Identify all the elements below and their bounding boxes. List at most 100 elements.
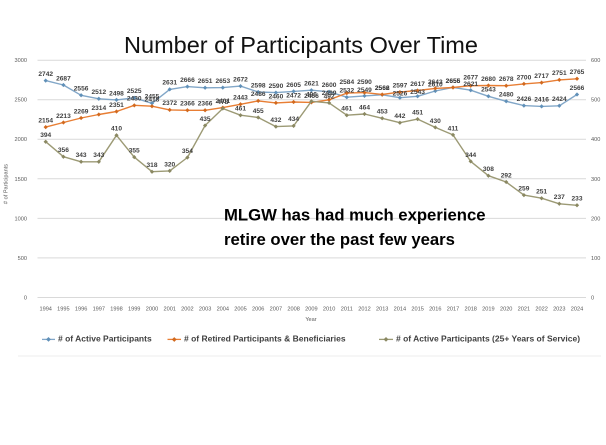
svg-text:2717: 2717 bbox=[534, 73, 549, 80]
svg-text:2631: 2631 bbox=[162, 80, 177, 87]
svg-text:453: 453 bbox=[377, 109, 388, 116]
svg-text:2678: 2678 bbox=[499, 76, 514, 83]
svg-text:2621: 2621 bbox=[304, 81, 319, 88]
svg-text:# of Active Participants (25+: # of Active Participants (25+ Years of S… bbox=[396, 334, 580, 344]
svg-text:2416: 2416 bbox=[534, 97, 549, 104]
svg-text:356: 356 bbox=[58, 147, 69, 154]
svg-text:2007: 2007 bbox=[270, 306, 282, 312]
svg-text:2314: 2314 bbox=[91, 105, 106, 112]
svg-text:2154: 2154 bbox=[38, 118, 53, 125]
svg-text:2443: 2443 bbox=[233, 95, 248, 102]
svg-text:2666: 2666 bbox=[180, 77, 195, 84]
svg-text:2498: 2498 bbox=[109, 90, 124, 97]
svg-text:2556: 2556 bbox=[74, 86, 89, 93]
svg-text:455: 455 bbox=[253, 108, 264, 115]
svg-text:1500: 1500 bbox=[15, 177, 27, 183]
svg-text:2566: 2566 bbox=[570, 85, 585, 92]
svg-text:2455: 2455 bbox=[145, 94, 160, 101]
svg-text:2549: 2549 bbox=[357, 87, 372, 94]
svg-text:2001: 2001 bbox=[163, 306, 175, 312]
svg-text:400: 400 bbox=[591, 137, 600, 143]
svg-text:2424: 2424 bbox=[552, 96, 567, 103]
svg-text:451: 451 bbox=[412, 110, 423, 117]
svg-text:1998: 1998 bbox=[110, 306, 122, 312]
svg-text:442: 442 bbox=[394, 113, 405, 120]
svg-text:2480: 2480 bbox=[499, 92, 514, 99]
svg-text:2021: 2021 bbox=[518, 306, 530, 312]
svg-text:2655: 2655 bbox=[446, 78, 461, 85]
svg-text:2003: 2003 bbox=[199, 306, 211, 312]
svg-text:3000: 3000 bbox=[15, 58, 27, 64]
svg-text:2500: 2500 bbox=[15, 98, 27, 104]
svg-text:2011: 2011 bbox=[341, 306, 353, 312]
svg-text:2617: 2617 bbox=[410, 81, 425, 88]
svg-text:Year: Year bbox=[305, 317, 316, 323]
svg-text:237: 237 bbox=[554, 194, 565, 201]
svg-text:600: 600 bbox=[591, 58, 600, 64]
svg-text:1994: 1994 bbox=[39, 306, 51, 312]
svg-text:2018: 2018 bbox=[464, 306, 476, 312]
svg-text:MLGW has had much experience: MLGW has had much experience bbox=[224, 206, 486, 225]
svg-text:2426: 2426 bbox=[517, 96, 532, 103]
svg-text:2009: 2009 bbox=[305, 306, 317, 312]
svg-text:2372: 2372 bbox=[162, 100, 177, 107]
svg-text:# of Active Participants: # of Active Participants bbox=[58, 334, 152, 344]
svg-text:2765: 2765 bbox=[570, 69, 585, 76]
svg-text:1999: 1999 bbox=[128, 306, 140, 312]
svg-text:2024: 2024 bbox=[571, 306, 583, 312]
svg-text:2751: 2751 bbox=[552, 70, 567, 77]
svg-text:2004: 2004 bbox=[217, 306, 229, 312]
svg-text:2366: 2366 bbox=[198, 101, 213, 108]
svg-text:2526: 2526 bbox=[393, 90, 408, 97]
svg-text:2022: 2022 bbox=[535, 306, 547, 312]
svg-text:2610: 2610 bbox=[428, 81, 443, 88]
svg-text:251: 251 bbox=[536, 189, 547, 196]
svg-text:343: 343 bbox=[93, 152, 104, 159]
svg-text:318: 318 bbox=[146, 162, 157, 169]
svg-text:2486: 2486 bbox=[251, 91, 266, 98]
svg-text:2466: 2466 bbox=[304, 93, 319, 100]
svg-text:496: 496 bbox=[306, 92, 317, 99]
svg-text:430: 430 bbox=[430, 118, 441, 125]
svg-text:2584: 2584 bbox=[339, 79, 354, 86]
svg-text:2351: 2351 bbox=[109, 102, 124, 109]
svg-text:2700: 2700 bbox=[517, 74, 532, 81]
svg-text:2460: 2460 bbox=[269, 93, 284, 100]
svg-text:2590: 2590 bbox=[357, 79, 372, 86]
svg-text:2366: 2366 bbox=[180, 101, 195, 108]
svg-text:2543: 2543 bbox=[481, 87, 496, 94]
svg-text:394: 394 bbox=[40, 132, 51, 139]
svg-text:355: 355 bbox=[129, 147, 140, 154]
svg-text:2605: 2605 bbox=[286, 82, 301, 89]
svg-text:2418: 2418 bbox=[145, 97, 160, 104]
svg-text:2543: 2543 bbox=[410, 89, 425, 96]
svg-text:2006: 2006 bbox=[252, 306, 264, 312]
svg-text:# of Retired Participants & B: # of Retired Participants & Beneficiarie… bbox=[184, 334, 346, 344]
svg-text:2020: 2020 bbox=[500, 306, 512, 312]
svg-text:2687: 2687 bbox=[56, 75, 71, 82]
svg-text:2000: 2000 bbox=[15, 137, 27, 143]
svg-text:2002: 2002 bbox=[181, 306, 193, 312]
svg-text:2005: 2005 bbox=[234, 306, 246, 312]
svg-text:2015: 2015 bbox=[411, 306, 423, 312]
svg-text:2597: 2597 bbox=[393, 82, 408, 89]
svg-text:464: 464 bbox=[359, 104, 370, 111]
svg-text:2430: 2430 bbox=[127, 96, 142, 103]
svg-text:500: 500 bbox=[591, 98, 600, 104]
svg-text:2598: 2598 bbox=[251, 82, 266, 89]
svg-text:0: 0 bbox=[591, 295, 594, 301]
svg-text:432: 432 bbox=[270, 117, 281, 124]
svg-text:2000: 2000 bbox=[146, 306, 158, 312]
svg-text:2525: 2525 bbox=[127, 88, 142, 95]
svg-text:478: 478 bbox=[217, 99, 228, 106]
svg-text:2269: 2269 bbox=[74, 108, 89, 115]
svg-text:292: 292 bbox=[501, 172, 512, 179]
svg-text:320: 320 bbox=[164, 161, 175, 168]
svg-text:354: 354 bbox=[182, 148, 193, 155]
svg-text:2600: 2600 bbox=[322, 82, 337, 89]
svg-text:retire over the past few years: retire over the past few years bbox=[224, 230, 455, 249]
svg-text:2472: 2472 bbox=[286, 92, 301, 99]
svg-text:200: 200 bbox=[591, 216, 600, 222]
svg-text:1995: 1995 bbox=[57, 306, 69, 312]
svg-text:2590: 2590 bbox=[269, 83, 284, 90]
